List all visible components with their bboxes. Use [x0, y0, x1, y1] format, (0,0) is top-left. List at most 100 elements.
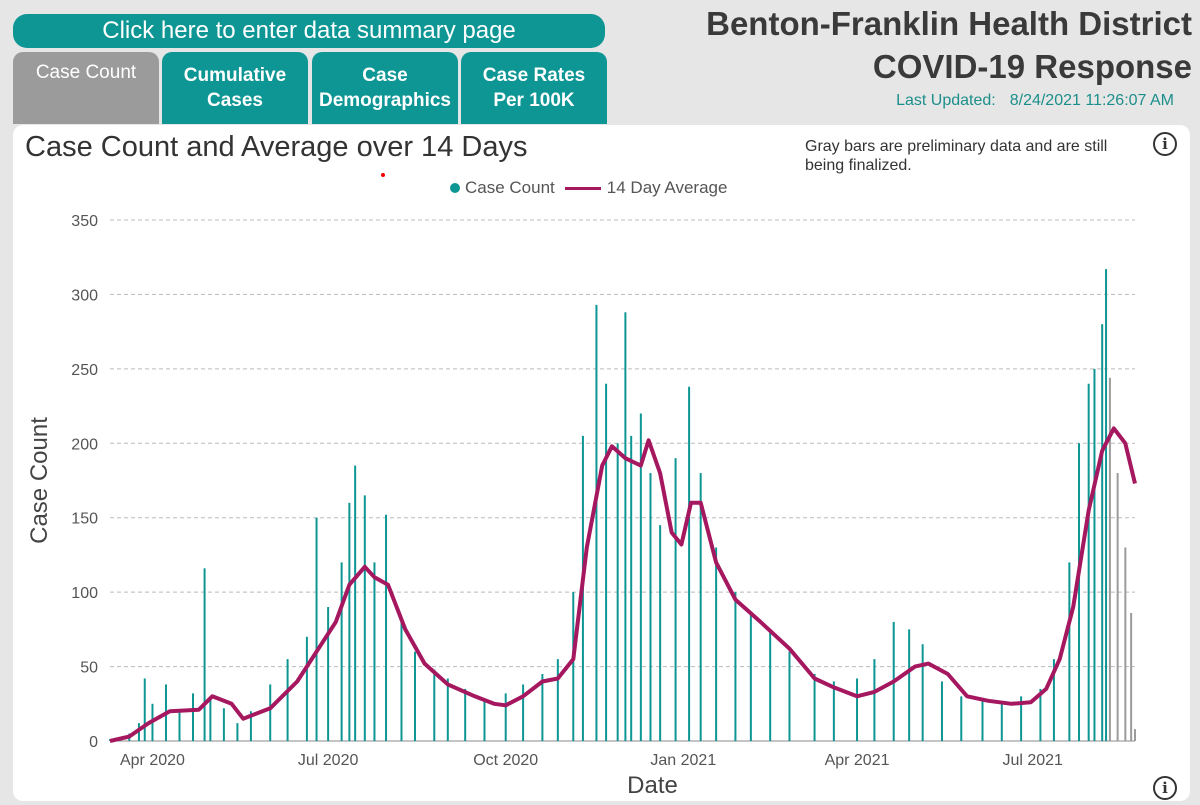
case-count-bar: [981, 699, 984, 741]
case-count-bar: [348, 502, 351, 741]
case-count-bar: [222, 708, 225, 741]
info-icon-bottom[interactable]: i: [1153, 776, 1177, 800]
case-count-bar: [286, 659, 289, 741]
page-title-line2: COVID-19 Response: [872, 48, 1192, 85]
case-count-bar: [873, 659, 876, 741]
x-tick-label: Jan 2021: [650, 752, 716, 769]
case-count-bar: [616, 443, 619, 741]
case-count-bar: [483, 699, 486, 741]
y-tick-label: 100: [71, 585, 98, 602]
case-count-bar: [522, 684, 525, 741]
case-count-bar: [960, 696, 963, 741]
case-count-bar: [908, 629, 911, 741]
case-count-bar: [1134, 729, 1136, 741]
case-count-bar: [504, 693, 507, 741]
case-count-bar: [249, 711, 252, 741]
case-count-bar: [624, 312, 627, 741]
case-count-bar: [921, 644, 924, 741]
case-count-bar: [327, 607, 330, 741]
page-title-line1: Benton-Franklin Health District: [706, 5, 1192, 42]
case-count-bar: [315, 517, 318, 741]
case-count-bar: [305, 636, 308, 741]
legend-case-count-swatch: [450, 183, 460, 193]
case-count-bar: [1052, 659, 1055, 741]
average-line: [109, 426, 1137, 743]
case-count-bar: [363, 495, 366, 741]
tab-case-demographics-label: Case Demographics: [319, 65, 451, 111]
case-count-bar: [595, 304, 598, 741]
case-count-bar: [699, 473, 702, 741]
tab-cumulative-cases[interactable]: Cumulative Cases: [162, 52, 308, 124]
case-count-bar: [649, 473, 652, 741]
case-count-bar: [788, 651, 791, 741]
case-count-bar: [639, 413, 642, 741]
tab-case-rates-per-100k[interactable]: Case Rates Per 100K: [461, 52, 607, 124]
data-summary-button[interactable]: Click here to enter data summary page: [13, 14, 605, 48]
case-count-bar: [674, 458, 677, 741]
case-count-bar: [143, 678, 146, 741]
tab-case-count-label: Case Count: [35, 62, 137, 83]
case-count-bar: [1093, 368, 1096, 741]
case-count-bar: [1130, 612, 1133, 741]
tab-case-count[interactable]: Case Count: [13, 52, 159, 124]
case-count-bar: [605, 383, 608, 741]
case-count-bar: [1105, 269, 1108, 741]
case-count-bar: [856, 678, 859, 741]
case-count-bar: [373, 562, 376, 741]
case-count-bar: [192, 693, 195, 741]
legend-average: 14 Day Average: [606, 178, 728, 197]
chart-panel: 0 50 100 150 200 250 300 350 Apr 2020 Jul 2020 Oct…: [13, 125, 1190, 801]
y-tick-label: 300: [71, 287, 98, 304]
case-count-bar: [400, 621, 403, 741]
y-tick-label: 250: [71, 362, 98, 379]
case-count-bar: [385, 514, 388, 741]
case-count-chart: 0 50 100 150 200 250 300 350 Apr 2020 Jul 2020 Oct…: [26, 213, 1137, 799]
case-count-bar: [354, 465, 357, 741]
tab-cumulative-cases-label: Cumulative Cases: [183, 65, 287, 111]
case-count-bar: [209, 699, 212, 741]
tab-case-rates-label: Case Rates Per 100K: [482, 65, 586, 111]
case-count-bar: [1124, 547, 1127, 741]
legend-case-count: Case Count: [465, 178, 555, 197]
case-count-bar: [1116, 473, 1119, 741]
case-count-bar: [1020, 696, 1023, 741]
case-count-bar: [659, 525, 662, 741]
case-count-bar: [269, 684, 272, 741]
tab-case-demographics[interactable]: Case Demographics: [312, 52, 458, 124]
case-count-bar: [413, 651, 416, 741]
case-count-bar: [1068, 562, 1071, 741]
y-tick-label: 200: [71, 436, 98, 453]
case-count-bar: [236, 723, 239, 741]
last-updated-value: 8/24/2021 11:26:07 AM: [1009, 92, 1174, 109]
case-count-bar: [715, 547, 718, 741]
case-count-bar: [688, 386, 691, 741]
case-count-bar: [1108, 377, 1111, 741]
x-tick-label: Apr 2021: [825, 752, 890, 769]
info-icon[interactable]: i: [1153, 132, 1177, 156]
x-tick-label: Apr 2020: [120, 752, 185, 769]
y-tick-label: 150: [71, 511, 98, 528]
case-count-bar: [1000, 703, 1003, 741]
y-tick-label: 350: [71, 213, 98, 230]
y-axis-title: Case Count: [26, 417, 53, 544]
case-count-bar: [769, 629, 772, 741]
chart-legend: Case Count 14 Day Average: [450, 178, 727, 198]
case-count-bar: [340, 562, 343, 741]
legend-average-swatch: [564, 186, 601, 190]
x-axis-title: Date: [627, 772, 678, 799]
case-count-bar: [446, 678, 449, 741]
case-count-bar: [1087, 383, 1090, 741]
y-tick-label: 0: [89, 734, 98, 751]
case-count-bar: [433, 669, 436, 741]
case-count-bar: [749, 614, 752, 741]
marker-dot: [381, 173, 385, 177]
case-count-bar: [541, 674, 544, 741]
preliminary-note: Gray bars are preliminary data and are s…: [805, 138, 1108, 174]
case-count-bar: [1101, 324, 1104, 741]
x-tick-label: Jul 2020: [298, 752, 359, 769]
case-count-bar: [734, 592, 737, 741]
case-count-bar: [203, 568, 206, 741]
case-count-bar: [572, 592, 575, 741]
case-count-bar: [1078, 443, 1081, 741]
x-tick-label: Jul 2021: [1002, 752, 1063, 769]
